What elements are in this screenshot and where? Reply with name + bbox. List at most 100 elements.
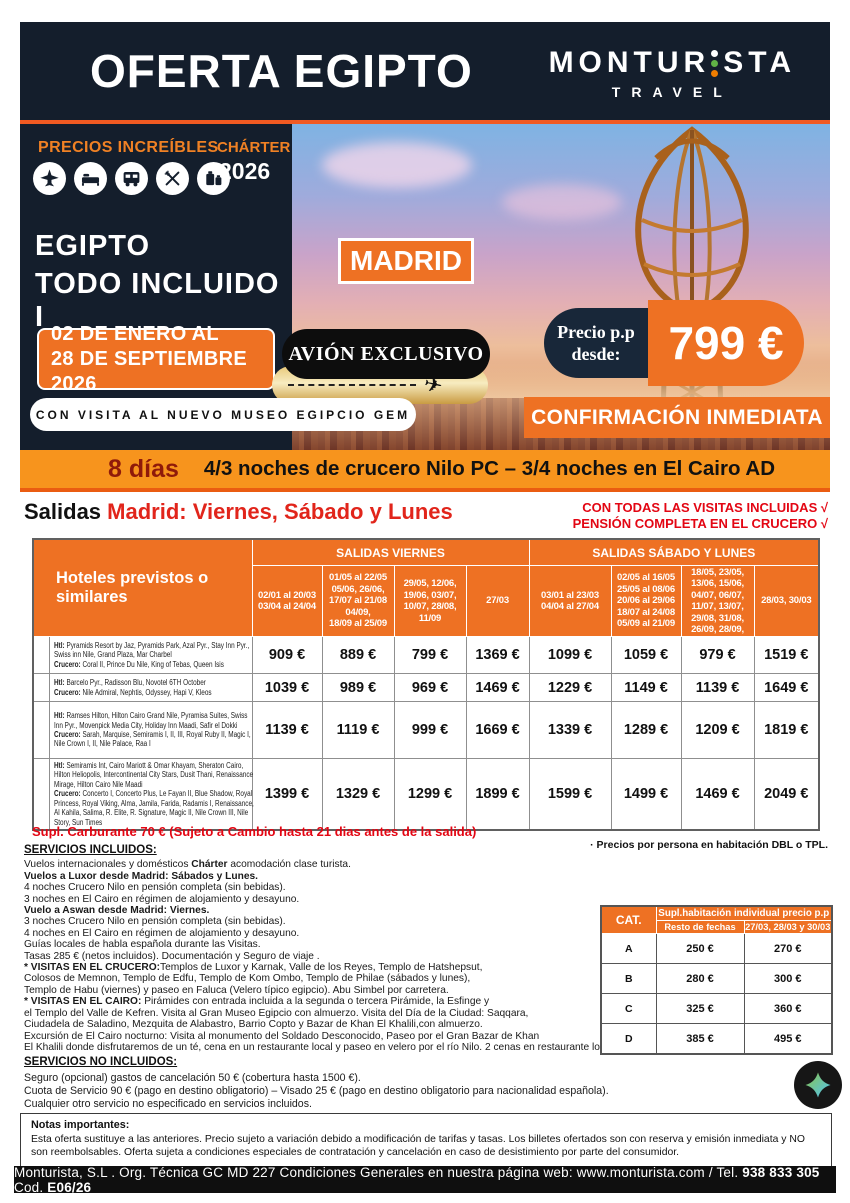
price-cell: 300 €: [743, 963, 833, 994]
visitas-notes: CON TODAS LAS VISITAS INCLUIDAS √ PENSIÓ…: [573, 500, 828, 532]
visitas-note1: CON TODAS LAS VISITAS INCLUIDAS √: [582, 500, 828, 515]
table-row: B 280 € 300 €: [600, 963, 833, 994]
date-column-header: 01/05 al 22/05 05/06, 26/06, 17/07 al 21…: [321, 565, 395, 637]
brand-subtitle: TRAVEL: [611, 83, 733, 100]
included-line: Guías locales de habla española durante …: [24, 939, 261, 951]
price-cell: 280 €: [655, 963, 745, 994]
fuel-supplement-note: Supl. Carburante 70 € (Sujeto a Cambio h…: [32, 824, 477, 839]
price-cell: 1649 €: [753, 673, 820, 702]
museo-pill: CON VISITA AL NUEVO MUSEO EGIPCIO GEM: [30, 398, 416, 431]
footer-bar: Monturista, S.L . Org. Técnica GC MD 227…: [14, 1164, 836, 1195]
price-cell: 999 €: [393, 701, 467, 759]
duration-bar: 8 días 4/3 noches de crucero Nilo PC – 3…: [20, 450, 830, 492]
precios-label: PRECIOS INCREÍBLES: [38, 139, 219, 156]
visitas-note2: PENSIÓN COMPLETA EN EL CRUCERO √: [572, 516, 828, 531]
category-cell: B: [600, 963, 657, 994]
price-cell: 799 €: [393, 636, 467, 674]
category-cell: C: [32, 701, 50, 759]
dates-badge: 02 DE ENERO AL 28 DE SEPTIEMBRE 2026: [37, 323, 275, 395]
plane-icon: [33, 162, 66, 195]
dbl-room-note: · Precios por persona en habitación DBL …: [590, 839, 828, 851]
date-column-header: 28/03, 30/03: [753, 565, 820, 637]
price-cell: 989 €: [321, 673, 395, 702]
category-cell: D: [32, 758, 50, 831]
price-cell: 1899 €: [465, 758, 530, 831]
price-cell: 1819 €: [753, 701, 820, 759]
duration-description: 4/3 noches de crucero Nilo PC – 3/4 noch…: [203, 457, 776, 480]
service-icons-row: [33, 162, 230, 195]
floating-widget-button[interactable]: [794, 1061, 842, 1109]
price-cell: 1209 €: [680, 701, 755, 759]
included-line: el Templo del Valle de Kefren. Visita al…: [24, 1007, 529, 1019]
price-cell: 1039 €: [251, 673, 323, 702]
dashed-flightpath: [288, 384, 416, 386]
hotels-cell: Htl: Ramses Hilton, Hilton Cairo Grand N…: [48, 701, 253, 759]
not-included-line: Cualquier otro servicio no especificado …: [24, 1098, 312, 1110]
dates-line1: 02 DE ENERO AL: [51, 322, 219, 345]
table-row: B Htl: Barcelo Pyr., Radisson Blu, Novot…: [32, 673, 820, 702]
price-label-line2: desde:: [571, 344, 621, 364]
brand-logo: MONTUR STA TRAVEL: [549, 43, 796, 100]
price-cell: 1469 €: [465, 673, 530, 702]
price-cell: 1499 €: [610, 758, 682, 831]
not-included-line: Cuota de Servicio 90 € (pago en destino …: [24, 1085, 609, 1097]
price-cell: 385 €: [655, 1023, 745, 1055]
group-header-viernes: SALIDAS VIERNES: [251, 538, 530, 566]
table-row: D Htl: Semiramis Int, Cairo Mariott & Om…: [32, 758, 820, 831]
price-cell: 495 €: [743, 1023, 833, 1055]
city-badge: MADRID: [338, 238, 474, 284]
special-dates-header: 27/03, 28/03 y 30/03: [743, 920, 833, 934]
hotels-cell: Htl: Pyramids Resort by Jaz, Pyramids Pa…: [48, 636, 253, 674]
single-supplement-header: Supl.habitación individual precio p.p: [655, 905, 833, 921]
category-cell: A: [32, 636, 50, 674]
included-title: SERVICIOS INCLUIDOS:: [24, 844, 157, 856]
header-bar: OFERTA EGIPTO MONTUR STA TRAVEL: [20, 22, 830, 120]
price-value: 799 €: [648, 300, 804, 386]
luggage-icon: [197, 162, 230, 195]
rest-dates-header: Resto de fechas: [655, 920, 745, 934]
brand-part2: STA: [723, 45, 796, 79]
included-line: 4 noches Crucero Nilo en pensión complet…: [24, 882, 286, 894]
cloud-shape: [322, 142, 472, 188]
group-header-sabado-lunes: SALIDAS SÁBADO Y LUNES: [528, 538, 820, 566]
star-widget-icon: [805, 1072, 831, 1098]
table-row: C 325 € 360 €: [600, 993, 833, 1024]
date-column-header: 02/01 al 20/03 03/04 al 24/04: [251, 565, 323, 637]
hero-left-panel: PRECIOS INCREÍBLES CHÁRTER 2026: [20, 124, 292, 450]
not-included-line: Seguro (opcional) gastos de cancelación …: [24, 1072, 361, 1084]
included-services-section: SERVICIOS INCLUIDOS: Vuelos internaciona…: [24, 844, 616, 1053]
price-cell: 1329 €: [321, 758, 395, 831]
included-line: 4 noches en El Cairo en régimen de aloja…: [24, 927, 300, 939]
hero-section: PRECIOS INCREÍBLES CHÁRTER 2026: [20, 124, 830, 450]
price-cell: 1599 €: [528, 758, 612, 831]
hotels-column-header: Hoteles previstos o similares: [32, 538, 253, 637]
price-cell: 889 €: [321, 636, 395, 674]
avion-exclusivo-pill: AVIÓN EXCLUSIVO: [282, 329, 490, 379]
price-cell: 1339 €: [528, 701, 612, 759]
charter-label: CHÁRTER: [217, 139, 291, 156]
included-line: Vuelos internacionales y domésticos Chár…: [24, 859, 351, 871]
category-cell: B: [32, 673, 50, 702]
included-line: * VISITAS EN EL CAIRO: Pirámides con ent…: [24, 996, 490, 1008]
price-cell: 1059 €: [610, 636, 682, 674]
price-cell: 270 €: [743, 933, 833, 964]
cutlery-icon: [156, 162, 189, 195]
price-from-label: Precio p.p desde:: [544, 308, 648, 378]
hotels-cell: Htl: Semiramis Int, Cairo Mariott & Omar…: [48, 758, 253, 831]
price-cell: 2049 €: [753, 758, 820, 831]
date-column-header: 18/05, 23/05, 13/06, 15/06, 04/07, 06/07…: [680, 565, 755, 637]
date-column-header: 02/05 al 16/05 25/05 al 08/06 20/06 al 2…: [610, 565, 682, 637]
date-column-header: 29/05, 12/06, 19/06, 03/07, 10/07, 28/08…: [393, 565, 467, 637]
price-cell: 1399 €: [251, 758, 323, 831]
bus-icon: [115, 162, 148, 195]
price-cell: 1119 €: [321, 701, 395, 759]
price-cell: 1229 €: [528, 673, 612, 702]
table-row: A Htl: Pyramids Resort by Jaz, Pyramids …: [32, 636, 820, 674]
duration-days: 8 días: [108, 454, 179, 483]
price-cell: 325 €: [655, 993, 745, 1024]
headline-line2: TODO INCLUIDO I: [35, 268, 280, 333]
footer-text: Monturista, S.L . Org. Técnica GC MD 227…: [14, 1164, 820, 1195]
price-cell: 969 €: [393, 673, 467, 702]
category-cell: D: [600, 1023, 657, 1055]
table-row: C Htl: Ramses Hilton, Hilton Cairo Grand…: [32, 701, 820, 759]
